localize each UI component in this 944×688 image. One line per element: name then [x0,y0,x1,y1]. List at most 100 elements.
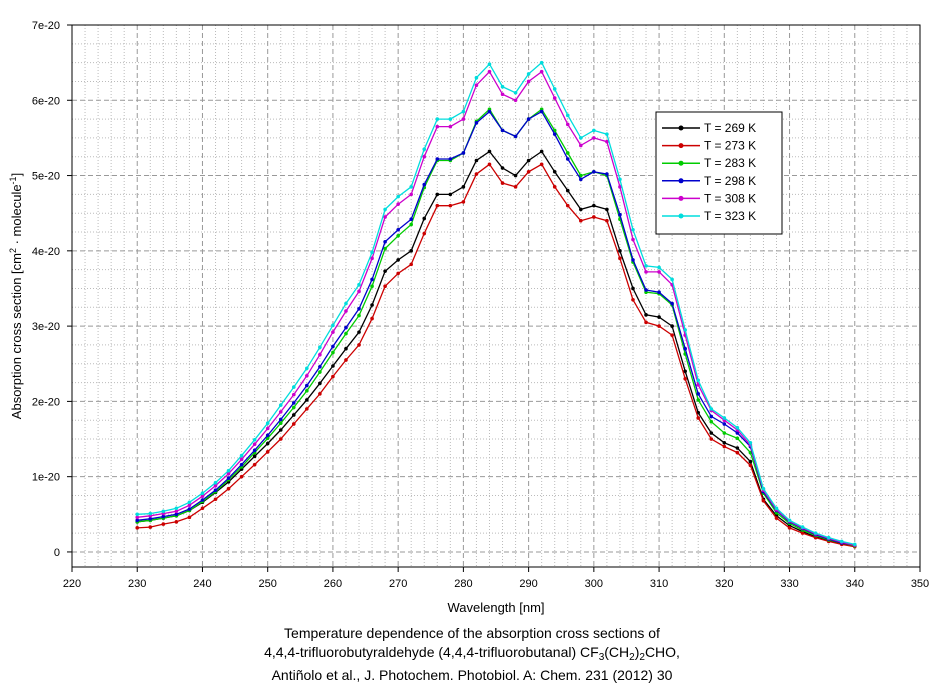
data-point [513,134,518,139]
data-point [344,346,348,351]
data-point [592,169,596,174]
data-point [370,277,374,282]
data-point [291,401,296,405]
data-point [461,200,466,204]
data-point [396,227,400,232]
legend-label: T = 273 K [704,139,756,153]
data-point [318,345,322,349]
data-point [435,124,440,129]
data-point [357,289,361,294]
x-tick-label: 250 [259,578,277,590]
data-point [657,290,661,295]
formula-sub-1: 3 [598,652,605,663]
data-point [513,173,518,178]
data-point [735,436,740,441]
data-point [618,177,622,182]
data-point [370,284,374,289]
y-axis-label: Absorption cross section [cm2 · molecule… [8,173,24,419]
y-label-pre: Absorption cross section [cm [9,253,24,419]
data-point [357,282,361,287]
data-point [500,92,505,97]
x-tick-label: 260 [324,578,342,590]
legend-marker [678,143,684,149]
data-point [252,442,257,447]
data-point [526,117,531,121]
chart-subtitle: 4,4,4-trifluorobutyraldehyde (4,4,4-trif… [0,643,944,663]
y-tick-label: 3e-20 [32,321,60,333]
data-point [539,69,544,74]
data-point [370,256,374,261]
data-point [474,75,479,80]
data-point [174,512,179,517]
data-point [265,421,270,426]
data-point [409,217,414,222]
data-point [670,333,674,337]
data-point [200,494,205,499]
data-point [278,428,283,432]
data-point [579,143,583,148]
data-point [552,96,557,100]
data-point [318,392,322,396]
data-point [396,233,400,238]
data-point [579,177,583,182]
data-point [396,202,400,206]
grid [72,25,920,567]
data-point [787,526,792,530]
data-point [357,330,361,334]
data-point [409,249,414,253]
data-point [187,503,192,508]
data-point [226,471,231,476]
data-point [513,90,518,95]
data-point [213,488,218,493]
data-point [357,306,361,311]
data-point [291,405,296,410]
data-point [526,72,531,76]
series-line [137,150,855,547]
data-point [305,398,309,402]
data-point [565,203,570,208]
data-point [618,185,622,189]
legend-box [655,111,783,235]
data-point [474,121,479,125]
x-tick-label: 300 [585,578,603,590]
data-point [670,301,674,306]
legend-label: T = 308 K [704,191,756,205]
legend-marker [678,178,684,184]
x-tick-label: 340 [846,578,864,590]
data-point [409,192,414,197]
data-point [552,185,557,189]
data-point [370,303,374,307]
compound-name: 4,4,4-trifluorobutyraldehyde (4,4,4-trif… [264,644,599,660]
data-point [487,162,492,167]
data-point [239,474,244,479]
data-point [213,497,218,502]
data-point [278,417,283,422]
series-line [137,70,855,546]
data-point [709,437,714,441]
series-line [137,163,855,548]
data-point [396,271,400,276]
data-point [239,453,244,458]
data-point [552,128,557,133]
data-point [526,79,531,84]
data-point [135,512,140,517]
data-point [422,182,427,187]
data-point [265,433,270,438]
legend-label: T = 323 K [704,209,756,223]
y-tick-label: 5e-20 [32,171,60,183]
data-point [305,373,309,378]
data-point [305,383,309,388]
data-point [813,531,818,535]
y-tick-label: 2e-20 [32,396,60,408]
data-point [474,158,479,163]
y-label-sup2: -1 [8,176,18,184]
chart-title: Temperature dependence of the absorption… [284,625,660,641]
data-point [565,188,570,193]
data-point [618,212,622,217]
legend-entries: T = 269 K T = 273 K T = 283 K T = 298 K T = … [662,121,756,223]
data-point [539,109,544,114]
data-point [226,468,231,473]
x-tick-label: 280 [454,578,472,590]
x-tick-label: 350 [911,578,929,590]
data-point [579,173,583,178]
